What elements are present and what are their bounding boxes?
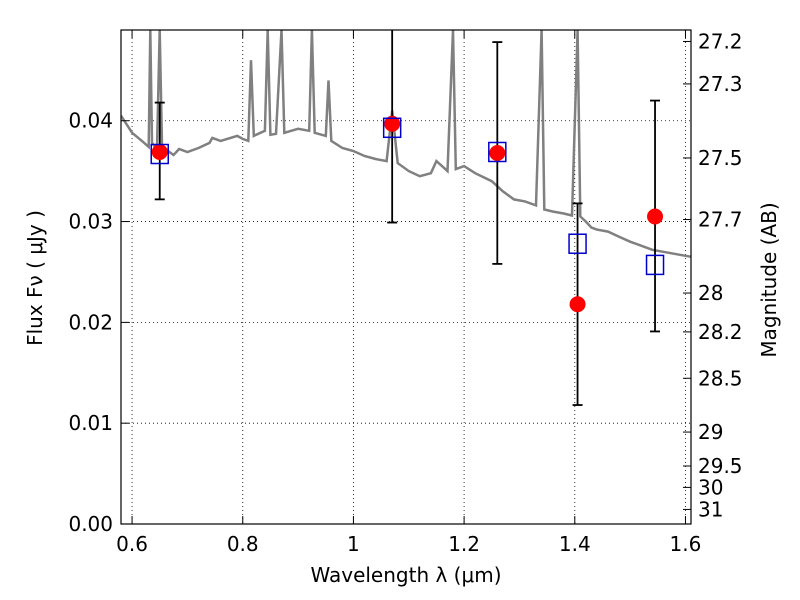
model-photometry-points — [150, 117, 665, 276]
y-axis-ticks: 0.00 0.01 0.02 0.03 0.04 — [68, 109, 129, 536]
magnitude-tick-label: 27.2 — [698, 29, 743, 53]
magnitude-tick-label: 27.5 — [698, 146, 743, 170]
x-tick-label: 1 — [347, 532, 360, 556]
y-tick-label: 0.00 — [68, 512, 113, 536]
magnitude-tick-label: 29.5 — [698, 454, 743, 478]
model-photometry-point — [488, 141, 507, 163]
magnitude-tick-label: 28 — [698, 281, 723, 305]
x-tick-label: 1.2 — [448, 532, 480, 556]
model-photometry-point — [645, 254, 665, 276]
observed-point — [151, 143, 168, 160]
x-tick-label: 1.6 — [670, 532, 702, 556]
magnitude-tick-label: 28.2 — [698, 320, 743, 344]
y-tick-label: 0.03 — [68, 210, 113, 234]
x-axis-label: Wavelength λ (μm) — [310, 563, 501, 587]
model-photometry-point — [382, 117, 402, 139]
magnitude-tick-label: 28.5 — [698, 366, 743, 390]
magnitude-axis-label: Magnitude (AB) — [757, 202, 781, 357]
magnitude-tick-label: 29 — [698, 420, 723, 444]
y-tick-label: 0.02 — [68, 310, 113, 334]
grid — [121, 30, 691, 525]
x-tick-label: 0.8 — [227, 532, 259, 556]
x-axis-ticks: 0.6 0.8 1 1.2 1.4 1.6 — [116, 30, 701, 556]
model-spectrum-line — [121, 30, 691, 259]
magnitude-tick-label: 27.3 — [698, 72, 743, 96]
observed-point — [569, 296, 586, 313]
magnitude-tick-label: 27.7 — [698, 208, 743, 232]
x-tick-label: 0.6 — [116, 532, 148, 556]
observed-point — [384, 115, 401, 132]
observed-point — [489, 144, 506, 161]
magnitude-tick-label: 31 — [698, 497, 723, 521]
magnitude-tick-label: 30 — [698, 475, 723, 499]
model-photometry-point — [150, 143, 169, 165]
x-tick-label: 1.4 — [559, 532, 591, 556]
y-tick-label: 0.04 — [68, 109, 113, 133]
error-bars — [154, 30, 661, 406]
observed-point — [647, 208, 664, 225]
y-axis-label: Flux Fν ( μJy ) — [23, 210, 47, 346]
model-spectrum-series — [121, 30, 691, 259]
plot-frame — [120, 29, 692, 525]
observed-points — [151, 115, 664, 313]
y-tick-label: 0.01 — [68, 411, 113, 435]
model-photometry-point — [568, 233, 587, 254]
